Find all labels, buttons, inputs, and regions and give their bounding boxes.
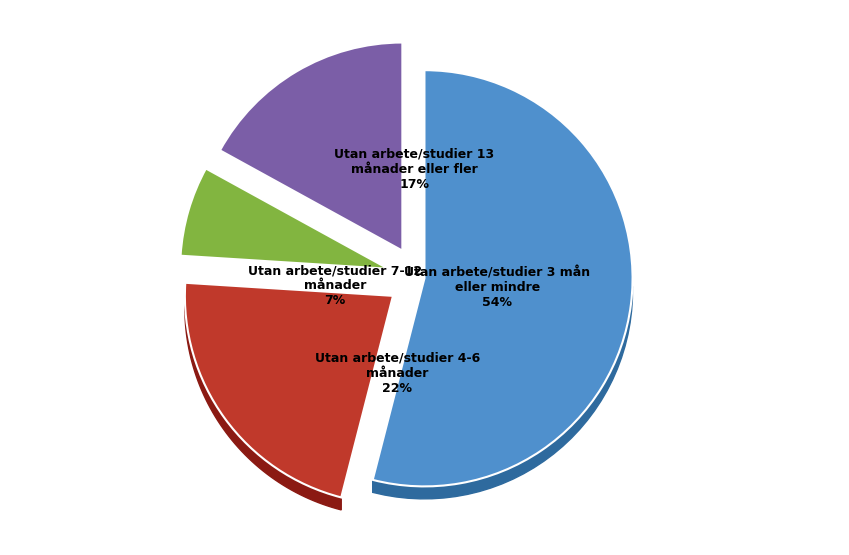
- Wedge shape: [181, 169, 388, 269]
- Text: Utan arbete/studier 4-6
månader
22%: Utan arbete/studier 4-6 månader 22%: [315, 352, 480, 395]
- Wedge shape: [220, 43, 402, 251]
- Wedge shape: [185, 283, 393, 497]
- Polygon shape: [373, 286, 633, 499]
- Text: Utan arbete/studier 3 mån
eller mindre
54%: Utan arbete/studier 3 mån eller mindre 5…: [404, 266, 590, 310]
- Text: Utan arbete/studier 13
månader eller fler
17%: Utan arbete/studier 13 månader eller fle…: [334, 148, 494, 191]
- Polygon shape: [185, 297, 341, 510]
- Text: Utan arbete/studier 7-12
månader
7%: Utan arbete/studier 7-12 månader 7%: [248, 264, 422, 307]
- Wedge shape: [373, 70, 633, 486]
